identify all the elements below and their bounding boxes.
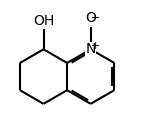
Text: O: O	[85, 11, 96, 25]
Text: +: +	[91, 41, 100, 51]
Text: N: N	[86, 42, 96, 56]
Text: −: −	[90, 13, 100, 23]
Text: OH: OH	[33, 14, 54, 28]
